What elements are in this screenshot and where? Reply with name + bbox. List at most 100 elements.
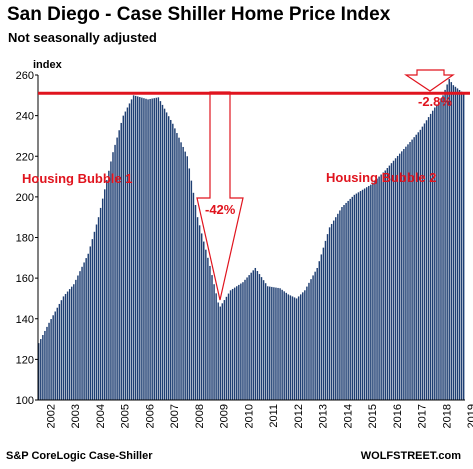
bar [304, 290, 306, 400]
bar [71, 286, 73, 400]
bar [312, 275, 314, 400]
bar [184, 151, 186, 400]
bar [44, 330, 46, 400]
bar [382, 172, 384, 400]
bar [60, 300, 63, 400]
bar [423, 123, 426, 401]
bar [118, 130, 120, 400]
bar [174, 128, 176, 400]
bar [205, 249, 207, 400]
bar [349, 198, 351, 400]
bar [194, 205, 197, 400]
bar [200, 233, 203, 400]
bar [308, 282, 310, 400]
bar [273, 287, 275, 400]
bar [50, 319, 52, 400]
x-tick-label: 2005 [120, 404, 132, 428]
bar [223, 300, 226, 400]
bar [275, 287, 277, 400]
bar [264, 283, 267, 400]
bar [151, 98, 153, 400]
bar [256, 271, 259, 400]
bar [54, 311, 56, 400]
bar [427, 117, 430, 400]
x-tick-label: 2019 [466, 404, 473, 428]
bar [326, 234, 329, 400]
bar [217, 302, 219, 400]
bar [332, 220, 335, 400]
bar [370, 184, 372, 400]
bar [269, 286, 271, 400]
bar [114, 144, 116, 400]
bar [458, 90, 461, 400]
bar [456, 88, 459, 400]
y-tick-label: 220 [16, 151, 34, 163]
bar [240, 283, 242, 400]
bar [221, 303, 224, 400]
bar [365, 187, 368, 400]
bar [322, 247, 325, 400]
x-tick-label: 2011 [268, 404, 280, 428]
x-tick-label: 2003 [70, 404, 82, 428]
bar [101, 198, 104, 400]
bar [328, 227, 331, 400]
bar [87, 253, 89, 400]
bar [207, 257, 209, 400]
bar [293, 297, 296, 400]
x-tick-label: 2010 [243, 404, 255, 428]
y-axis-label: index [33, 59, 63, 71]
bar [398, 153, 401, 400]
bar [277, 287, 279, 400]
bar [419, 129, 422, 400]
bar [258, 274, 261, 400]
bar [341, 207, 343, 400]
bar [64, 293, 67, 400]
bar [289, 295, 292, 400]
bar [295, 298, 298, 400]
bar [388, 165, 391, 400]
bar [242, 282, 244, 400]
x-tick-label: 2012 [293, 404, 305, 428]
x-tick-label: 2017 [417, 404, 429, 428]
annotation-housing-bubble-2: Housing Bubble 2 [326, 170, 437, 185]
bar [155, 97, 158, 400]
bar [139, 97, 141, 401]
bar [361, 189, 364, 400]
bar [108, 170, 110, 400]
bar [252, 270, 254, 400]
y-axis-tick-labels: 100 120 140 160 180 200 220 240 260 [16, 70, 34, 407]
bar [134, 95, 137, 400]
bar [324, 240, 327, 400]
bar [246, 277, 248, 400]
bar [250, 272, 252, 400]
bar [180, 142, 182, 400]
bar [446, 84, 448, 400]
bar [46, 326, 48, 401]
bar [52, 315, 54, 400]
bar [357, 192, 360, 400]
bar [279, 288, 281, 400]
bar [40, 339, 42, 400]
bar [68, 289, 71, 400]
bar [93, 231, 96, 400]
bar [85, 258, 87, 400]
bar [120, 122, 122, 400]
bar [384, 170, 387, 400]
bar [335, 217, 337, 400]
bar [97, 217, 100, 400]
bar [372, 182, 374, 400]
annotation-drop-2-8: -2.8% [418, 94, 452, 109]
bar [368, 185, 370, 400]
bar [178, 137, 180, 400]
bar [316, 267, 318, 400]
bar [99, 207, 102, 400]
bar [104, 189, 106, 400]
bar [396, 155, 399, 400]
bar [271, 286, 273, 400]
x-tick-label: 2016 [392, 404, 404, 428]
bar [128, 103, 131, 400]
bar [460, 91, 463, 400]
chart-title: San Diego - Case Shiller Home Price Inde… [7, 4, 391, 25]
bar [143, 98, 145, 401]
bar [285, 292, 287, 400]
